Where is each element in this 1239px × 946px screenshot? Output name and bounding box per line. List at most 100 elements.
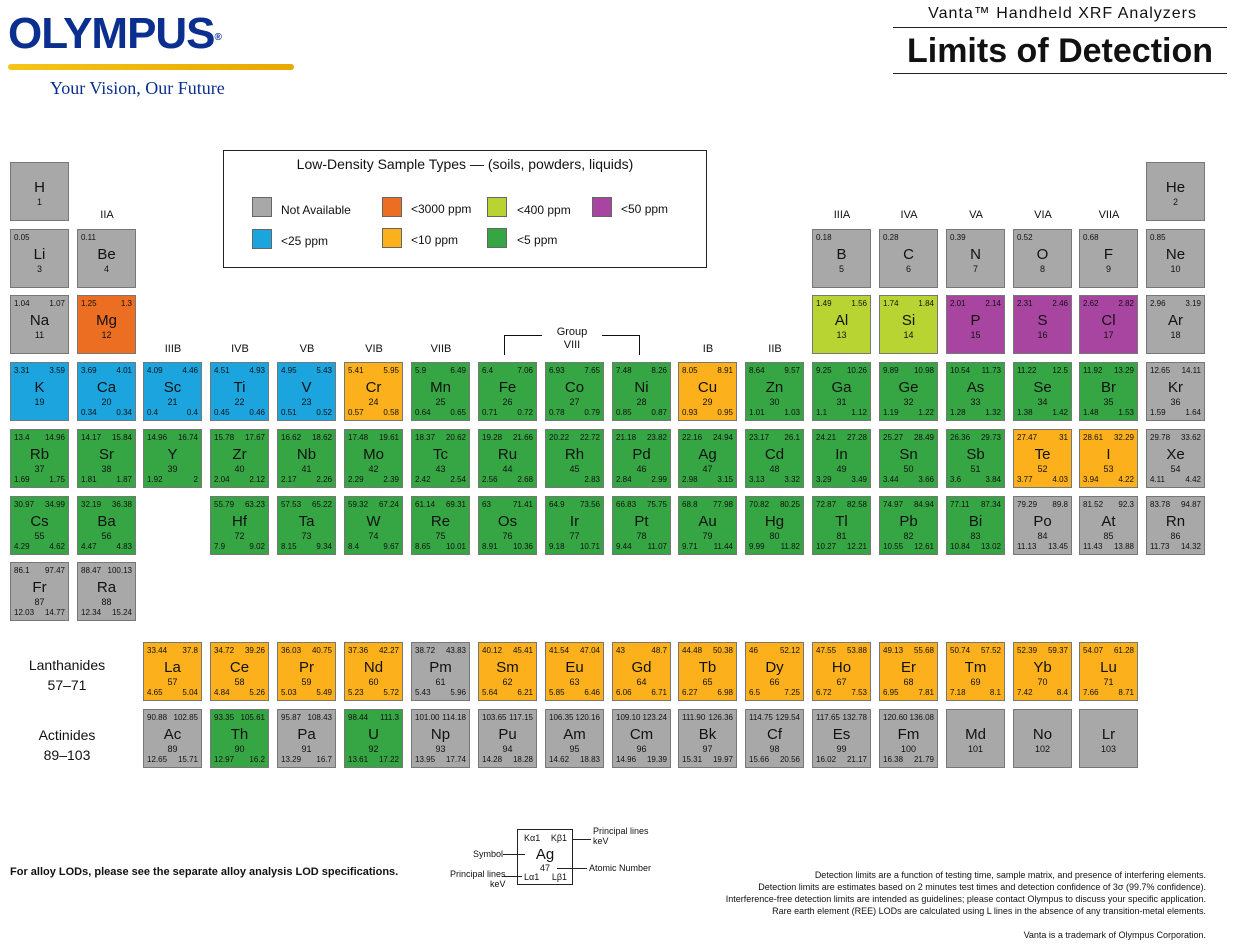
line-energy-tr: 65.22 bbox=[311, 500, 332, 509]
line-energy-tr: 77.98 bbox=[712, 500, 733, 509]
line-energy-br: 1.87 bbox=[116, 475, 132, 484]
group-label-va: VA bbox=[969, 209, 983, 221]
line-energy-br: 11.44 bbox=[713, 542, 733, 551]
legend-swatch-na bbox=[252, 197, 272, 217]
element-p: P 15 2.01 2.14 bbox=[946, 295, 1005, 354]
element-sm: Sm 62 40.12 45.41 5.64 6.21 bbox=[478, 642, 537, 701]
line-energy-tr: 57.52 bbox=[980, 646, 1001, 655]
line-energy-br: 21.17 bbox=[846, 755, 867, 764]
line-energy-tl: 10.54 bbox=[950, 366, 971, 375]
element-tb: Tb 65 44.48 50.38 6.27 6.98 bbox=[678, 642, 737, 701]
element-es: Es 99 117.65 132.78 16.02 21.17 bbox=[812, 709, 871, 768]
line-energy-br: 9.02 bbox=[249, 542, 265, 551]
element-cr: Cr 24 5.41 5.95 0.57 0.58 bbox=[344, 362, 403, 421]
element-symbol: C bbox=[903, 246, 914, 263]
line-energy-tr: 61.28 bbox=[1113, 646, 1134, 655]
line-energy-tr: 69.31 bbox=[445, 500, 466, 509]
line-energy-tr: 50.38 bbox=[712, 646, 733, 655]
line-energy-tl: 47.55 bbox=[816, 646, 837, 655]
element-dy: Dy 66 46 52.12 6.5 7.25 bbox=[745, 642, 804, 701]
element-symbol: Ag bbox=[698, 446, 717, 463]
element-pu: Pu 94 103.65 117.15 14.28 18.28 bbox=[478, 709, 537, 768]
line-energy-br: 6.21 bbox=[517, 688, 533, 697]
atomic-number: 61 bbox=[435, 677, 446, 687]
legend-label-50: <50 ppm bbox=[621, 202, 669, 216]
element-pm: Pm 61 38.72 43.83 5.43 5.96 bbox=[411, 642, 470, 701]
line-energy-tr: 82.58 bbox=[846, 500, 867, 509]
line-energy-tr: 27.28 bbox=[846, 433, 867, 442]
line-energy-br: 17.74 bbox=[445, 755, 466, 764]
line-energy-bl: 6.5 bbox=[749, 688, 761, 697]
element-ho: Ho 67 47.55 53.88 6.72 7.53 bbox=[812, 642, 871, 701]
line-energy-tr: 43.83 bbox=[445, 646, 466, 655]
element-lu: Lu 71 54.07 61.28 7.66 8.71 bbox=[1079, 642, 1138, 701]
line-energy-tr: 67.24 bbox=[378, 500, 399, 509]
key-number: 47 bbox=[539, 863, 550, 873]
atomic-number: 101 bbox=[967, 744, 984, 754]
line-energy-tr: 40.75 bbox=[311, 646, 332, 655]
line-energy-tl: 81.52 bbox=[1083, 500, 1104, 509]
element-mo: Mo 42 17.48 19.61 2.29 2.39 bbox=[344, 429, 403, 488]
group-label-iiib: IIIB bbox=[164, 343, 182, 355]
line-energy-br: 0.34 bbox=[116, 408, 132, 417]
line-energy-tl: 1.49 bbox=[816, 299, 832, 308]
line-energy-tl: 36.03 bbox=[281, 646, 302, 655]
line-energy-bl: 4.29 bbox=[14, 542, 30, 551]
element-symbol: Hf bbox=[232, 513, 247, 530]
line-energy-br: 1.03 bbox=[784, 408, 800, 417]
element-pa: Pa 91 95.87 108.43 13.29 16.7 bbox=[277, 709, 336, 768]
element-sr: Sr 38 14.17 15.84 1.81 1.87 bbox=[77, 429, 136, 488]
element-symbol: Th bbox=[230, 726, 249, 743]
line-energy-bl: 9.71 bbox=[682, 542, 698, 551]
line-energy-br: 7.53 bbox=[851, 688, 867, 697]
line-energy-bl: 1.19 bbox=[883, 408, 899, 417]
element-symbol: Rn bbox=[1165, 513, 1186, 530]
atomic-number: 7 bbox=[972, 264, 978, 274]
line-energy-bl: 6.95 bbox=[883, 688, 899, 697]
line-energy-tl: 25.27 bbox=[883, 433, 904, 442]
line-energy-tr: 33.62 bbox=[1180, 433, 1201, 442]
element-symbol: Na bbox=[29, 312, 50, 329]
line-energy-tl: 46 bbox=[749, 646, 758, 655]
element-k: K 19 3.31 3.59 bbox=[10, 362, 69, 421]
element-kr: Kr 36 12.65 14.11 1.59 1.64 bbox=[1146, 362, 1205, 421]
atomic-number: 40 bbox=[234, 464, 245, 474]
line-energy-tr: 14.96 bbox=[44, 433, 65, 442]
line-energy-tl: 1.74 bbox=[883, 299, 899, 308]
atomic-number: 70 bbox=[1037, 677, 1048, 687]
trademark-note: Vanta is a trademark of Olympus Corporat… bbox=[1023, 930, 1206, 940]
atomic-number: 86 bbox=[1170, 531, 1181, 541]
atomic-number: 11 bbox=[34, 330, 45, 340]
line-energy-br: 5.49 bbox=[316, 688, 332, 697]
line-energy-br: 5.72 bbox=[383, 688, 399, 697]
line-energy-tr: 10.98 bbox=[913, 366, 934, 375]
line-energy-bl: 1.28 bbox=[950, 408, 966, 417]
atomic-number: 2 bbox=[1172, 197, 1178, 207]
key-pointer-top bbox=[573, 839, 591, 840]
line-energy-tr: 13.29 bbox=[1113, 366, 1134, 375]
atomic-number: 1 bbox=[36, 197, 42, 207]
atomic-number: 99 bbox=[836, 744, 847, 754]
line-energy-br: 1.75 bbox=[49, 475, 65, 484]
line-energy-tr: 28.49 bbox=[913, 433, 934, 442]
atomic-number: 51 bbox=[970, 464, 981, 474]
element-yb: Yb 70 52.39 59.37 7.42 8.4 bbox=[1013, 642, 1072, 701]
line-energy-br: 3.66 bbox=[918, 475, 934, 484]
element-fe: Fe 26 6.4 7.06 0.71 0.72 bbox=[478, 362, 537, 421]
element-symbol: Tm bbox=[964, 659, 987, 676]
line-energy-br: 8.71 bbox=[1118, 688, 1134, 697]
legend-title: Low-Density Sample Types — (soils, powde… bbox=[296, 156, 634, 172]
line-energy-bl: 1.92 bbox=[147, 475, 163, 484]
line-energy-tl: 120.60 bbox=[883, 713, 908, 722]
element-symbol: La bbox=[164, 659, 181, 676]
line-energy-br: 15.24 bbox=[111, 608, 132, 617]
element-symbol: Mn bbox=[430, 379, 451, 396]
line-energy-tl: 83.78 bbox=[1150, 500, 1171, 509]
footnote-2: Detection limits are estimates based on … bbox=[758, 882, 1206, 892]
atomic-number: 74 bbox=[368, 531, 379, 541]
element-symbol: Ar bbox=[1168, 312, 1183, 329]
line-energy-tl: 37.36 bbox=[348, 646, 369, 655]
element-mg: Mg 12 1.25 1.3 bbox=[77, 295, 136, 354]
group-viii-label: VIII bbox=[563, 339, 581, 351]
line-energy-tl: 49.13 bbox=[883, 646, 904, 655]
